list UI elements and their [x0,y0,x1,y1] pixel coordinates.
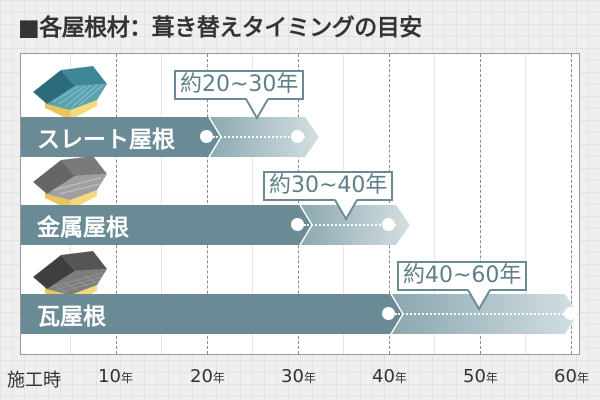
row-tile: 瓦屋根 [21,294,581,334]
gridline-minor [525,54,526,354]
gridline-minor [161,54,162,354]
callout-pointer [245,98,269,120]
gridline-20 [207,54,208,354]
axis-tick-20: 20年 [190,366,225,387]
axis-tick-50: 50年 [463,366,498,387]
range-dotted-line [395,313,567,315]
gridline-40 [389,54,390,354]
row-slate: スレート屋根 [21,117,581,157]
metal-roof-house-icon [33,156,107,210]
callout-metal: 約30~40年 [263,171,394,201]
slate-roof-house-icon [33,66,107,120]
row-metal: 金属屋根 [21,205,581,245]
callout-pointer [334,199,358,221]
row-label: スレート屋根 [37,127,175,153]
range-end-dot [382,218,395,231]
gridline-10 [116,54,117,354]
callout-tile: 約40~60年 [397,261,528,291]
range-end-dot [291,130,304,143]
callout-slate: 約20~30年 [174,70,305,100]
bar-tile-base: 瓦屋根 [21,294,389,334]
chart-title: ■各屋根材：葺き替えタイミングの目安 [18,15,422,41]
row-label: 金属屋根 [37,215,129,241]
range-dotted-line [304,224,396,226]
bar-metal-base: 金属屋根 [21,205,298,245]
axis-tick-40: 40年 [372,366,407,387]
chart-area: スレート屋根 約20~30年 金属屋根 [20,53,580,355]
row-label: 瓦屋根 [37,304,106,330]
gridline-50 [480,54,481,354]
bar-slate-base: スレート屋根 [21,117,207,157]
range-start-dot [382,307,395,320]
gridline-minor [434,54,435,354]
gridline-minor [252,54,253,354]
gridline-60 [571,54,572,354]
range-start-dot [200,130,213,143]
axis-tick-30: 30年 [281,366,316,387]
range-end-dot [564,307,577,320]
axis-tick-60: 60年 [554,366,589,387]
range-start-dot [291,218,304,231]
axis-label-start: 施工時 [7,370,61,391]
range-dotted-line [213,136,305,138]
gridline-30 [298,54,299,354]
callout-pointer [467,289,491,311]
axis-tick-10: 10年 [98,366,133,387]
